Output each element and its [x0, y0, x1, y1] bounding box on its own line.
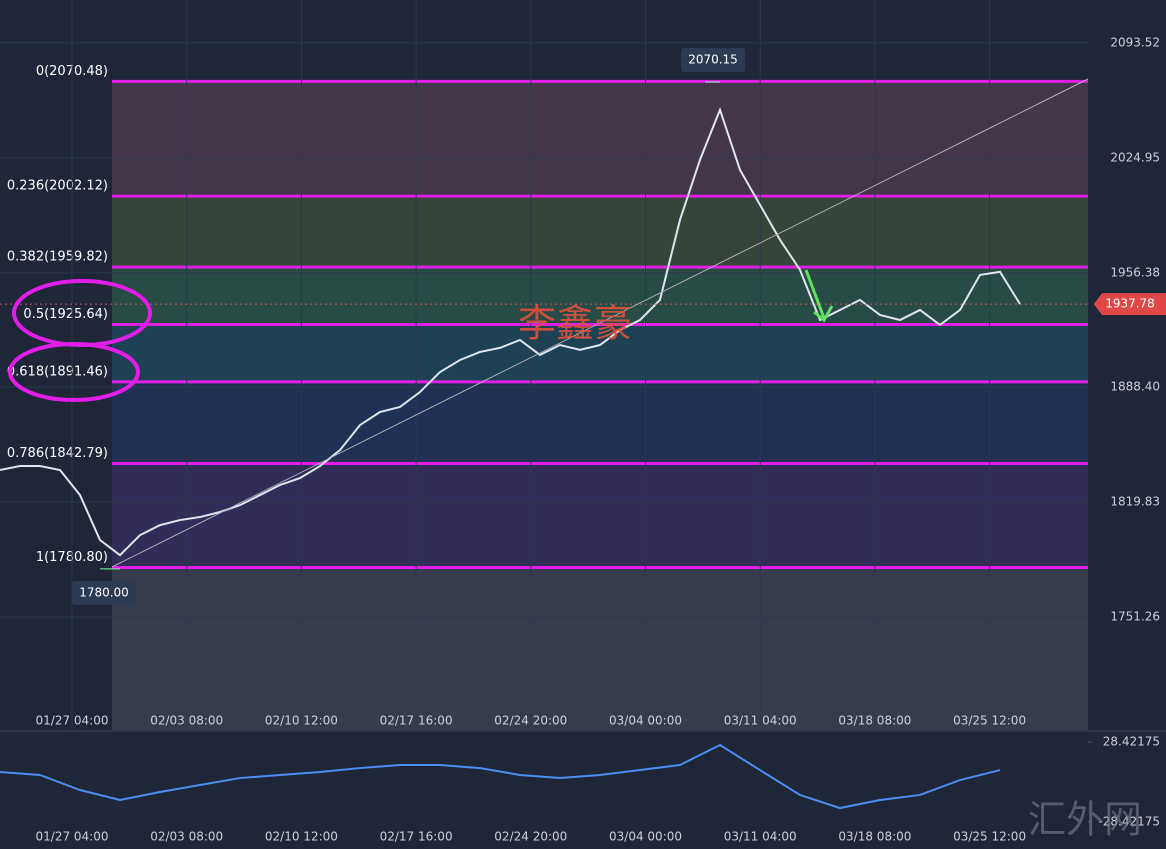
fib-label: 0.618(1891.46) [7, 364, 108, 379]
x-tick-label: 02/24 20:00 [494, 714, 567, 728]
fib-label: 0.5(1925.64) [23, 307, 108, 322]
fib-label: 0.786(1842.79) [7, 446, 108, 461]
x-tick-label: 03/18 08:00 [838, 830, 911, 844]
low-label: 1780.00 [79, 585, 129, 599]
high-label: 2070.15 [688, 52, 738, 66]
fib-band [112, 381, 1088, 464]
y-tick-label: 28.42175 [1103, 735, 1160, 749]
fib-band [112, 81, 1088, 197]
x-tick-label: 02/03 08:00 [150, 830, 223, 844]
watermark: 李鑫豪 [518, 302, 632, 346]
y-tick-label: 2093.52 [1110, 35, 1160, 49]
x-tick-label: 03/11 04:00 [724, 714, 797, 728]
highlight-ellipse [8, 342, 140, 402]
x-tick-label: 01/27 04:00 [36, 714, 109, 728]
price-line [0, 106, 1021, 557]
trend-line [111, 78, 1089, 568]
x-tick-label: 02/24 20:00 [494, 830, 567, 844]
y-tick-label: 1819.83 [1110, 495, 1160, 509]
x-tick-label: 01/27 04:00 [36, 830, 109, 844]
fib-bands [112, 81, 1088, 730]
x-tick-label: 02/10 12:00 [265, 830, 338, 844]
arrow [804, 269, 834, 323]
x-tick-label: 03/04 00:00 [609, 830, 682, 844]
y-tick-label: 1956.38 [1110, 265, 1160, 279]
fib-band [112, 463, 1088, 568]
low-label-box [72, 580, 136, 605]
price-line [0, 743, 1001, 810]
fib-label: 0.382(1959.82) [7, 250, 108, 265]
fib-band [112, 567, 1088, 730]
x-tick-label: 03/04 00:00 [609, 714, 682, 728]
x-tick-label: 03/25 12:00 [953, 830, 1026, 844]
x-tick-label: 02/03 08:00 [150, 714, 223, 728]
x-tick-label: 03/11 04:00 [724, 830, 797, 844]
y-tick-label: 1888.40 [1110, 379, 1160, 393]
y-tick-label: 2024.95 [1110, 150, 1160, 164]
x-tick-label: 02/10 12:00 [265, 714, 338, 728]
x-tick-label: 02/17 16:00 [380, 830, 453, 844]
x-tick-label: 03/25 12:00 [953, 714, 1026, 728]
high-label-box [681, 47, 745, 72]
x-tick-label: 03/18 08:00 [838, 714, 911, 728]
last-price-tag [1094, 293, 1166, 316]
y-tick-label: -28.42175 [1098, 815, 1160, 829]
y-tick-label: 1751.26 [1110, 610, 1160, 624]
fib-label: 0.236(2002.12) [7, 179, 108, 194]
x-tick-label: 02/17 16:00 [380, 714, 453, 728]
fib-band [112, 196, 1088, 268]
last-price-label: 1937.78 [1105, 297, 1155, 311]
watermark: 汇外网 [1028, 798, 1142, 842]
fib-band [112, 324, 1088, 382]
